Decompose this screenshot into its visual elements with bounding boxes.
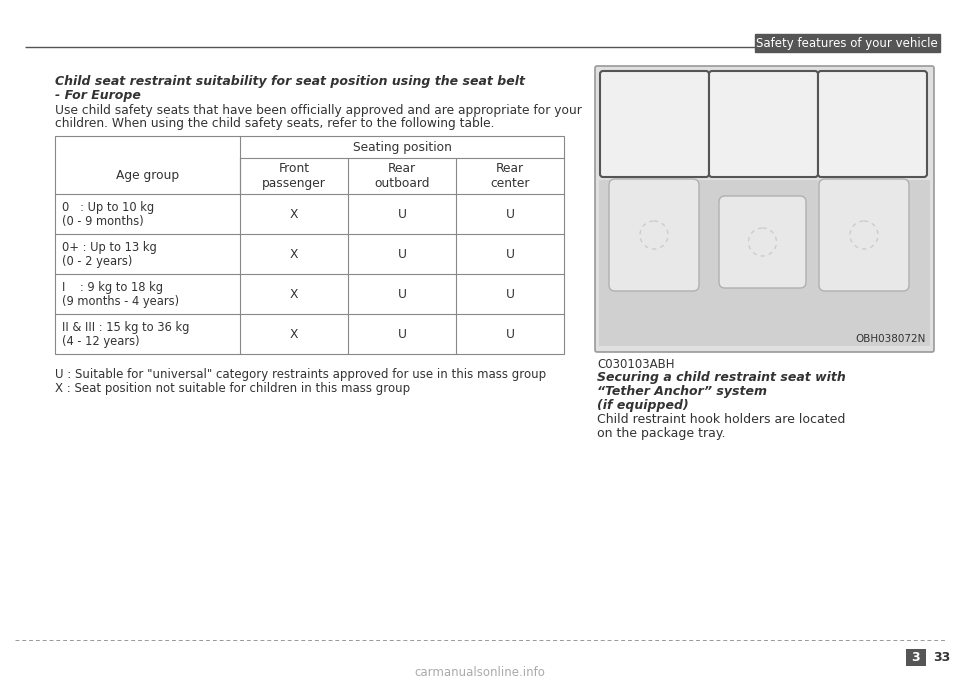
Text: U: U bbox=[506, 247, 515, 260]
Text: Rear
center: Rear center bbox=[491, 162, 530, 190]
Text: carmanualsonline.info: carmanualsonline.info bbox=[415, 666, 545, 679]
Text: OBH038072N: OBH038072N bbox=[855, 334, 926, 344]
FancyBboxPatch shape bbox=[819, 179, 909, 291]
Text: (0 - 2 years): (0 - 2 years) bbox=[62, 254, 132, 267]
Text: Safety features of your vehicle: Safety features of your vehicle bbox=[756, 37, 938, 50]
Text: 0+ : Up to 13 kg: 0+ : Up to 13 kg bbox=[62, 240, 156, 254]
Text: - For Europe: - For Europe bbox=[55, 89, 141, 102]
Bar bbox=[55, 136, 564, 354]
Text: U: U bbox=[397, 207, 406, 220]
Text: X: X bbox=[290, 327, 299, 340]
Text: (9 months - 4 years): (9 months - 4 years) bbox=[62, 294, 180, 307]
Text: U: U bbox=[506, 207, 515, 220]
FancyBboxPatch shape bbox=[709, 71, 818, 177]
Text: U : Suitable for "universal" category restraints approved for use in this mass g: U : Suitable for "universal" category re… bbox=[55, 368, 546, 381]
Text: on the package tray.: on the package tray. bbox=[597, 427, 726, 440]
Text: Securing a child restraint seat with: Securing a child restraint seat with bbox=[597, 371, 846, 384]
Text: U: U bbox=[397, 247, 406, 260]
Text: Use child safety seats that have been officially approved and are appropriate fo: Use child safety seats that have been of… bbox=[55, 104, 582, 117]
FancyBboxPatch shape bbox=[600, 71, 709, 177]
Text: U: U bbox=[397, 327, 406, 340]
Text: children. When using the child safety seats, refer to the following table.: children. When using the child safety se… bbox=[55, 117, 494, 130]
Text: 0   : Up to 10 kg: 0 : Up to 10 kg bbox=[62, 200, 155, 214]
Text: Child restraint hook holders are located: Child restraint hook holders are located bbox=[597, 413, 846, 426]
Text: X: X bbox=[290, 247, 299, 260]
Text: U: U bbox=[506, 287, 515, 300]
Text: (if equipped): (if equipped) bbox=[597, 399, 688, 412]
Text: (4 - 12 years): (4 - 12 years) bbox=[62, 334, 139, 347]
Text: 3: 3 bbox=[912, 651, 921, 664]
Text: I    : 9 kg to 18 kg: I : 9 kg to 18 kg bbox=[62, 280, 163, 294]
Text: Child seat restraint suitability for seat position using the seat belt: Child seat restraint suitability for sea… bbox=[55, 75, 525, 88]
Text: Seating position: Seating position bbox=[352, 141, 451, 154]
Text: U: U bbox=[506, 327, 515, 340]
Text: 33: 33 bbox=[933, 651, 950, 664]
Text: C030103ABH: C030103ABH bbox=[597, 358, 675, 371]
Text: (0 - 9 months): (0 - 9 months) bbox=[62, 214, 144, 227]
Text: X: X bbox=[290, 287, 299, 300]
Bar bbox=[599, 180, 930, 346]
Bar bbox=[755, 34, 940, 52]
Text: II & III : 15 kg to 36 kg: II & III : 15 kg to 36 kg bbox=[62, 320, 189, 333]
Text: Front
passenger: Front passenger bbox=[262, 162, 326, 190]
FancyBboxPatch shape bbox=[719, 196, 806, 288]
Bar bbox=[906, 649, 926, 666]
Text: U: U bbox=[397, 287, 406, 300]
Text: Rear
outboard: Rear outboard bbox=[374, 162, 430, 190]
Text: “Tether Anchor” system: “Tether Anchor” system bbox=[597, 385, 767, 398]
Text: X: X bbox=[290, 207, 299, 220]
Text: Age group: Age group bbox=[116, 169, 180, 183]
FancyBboxPatch shape bbox=[818, 71, 927, 177]
FancyBboxPatch shape bbox=[595, 66, 934, 352]
Text: X : Seat position not suitable for children in this mass group: X : Seat position not suitable for child… bbox=[55, 382, 410, 395]
FancyBboxPatch shape bbox=[609, 179, 699, 291]
